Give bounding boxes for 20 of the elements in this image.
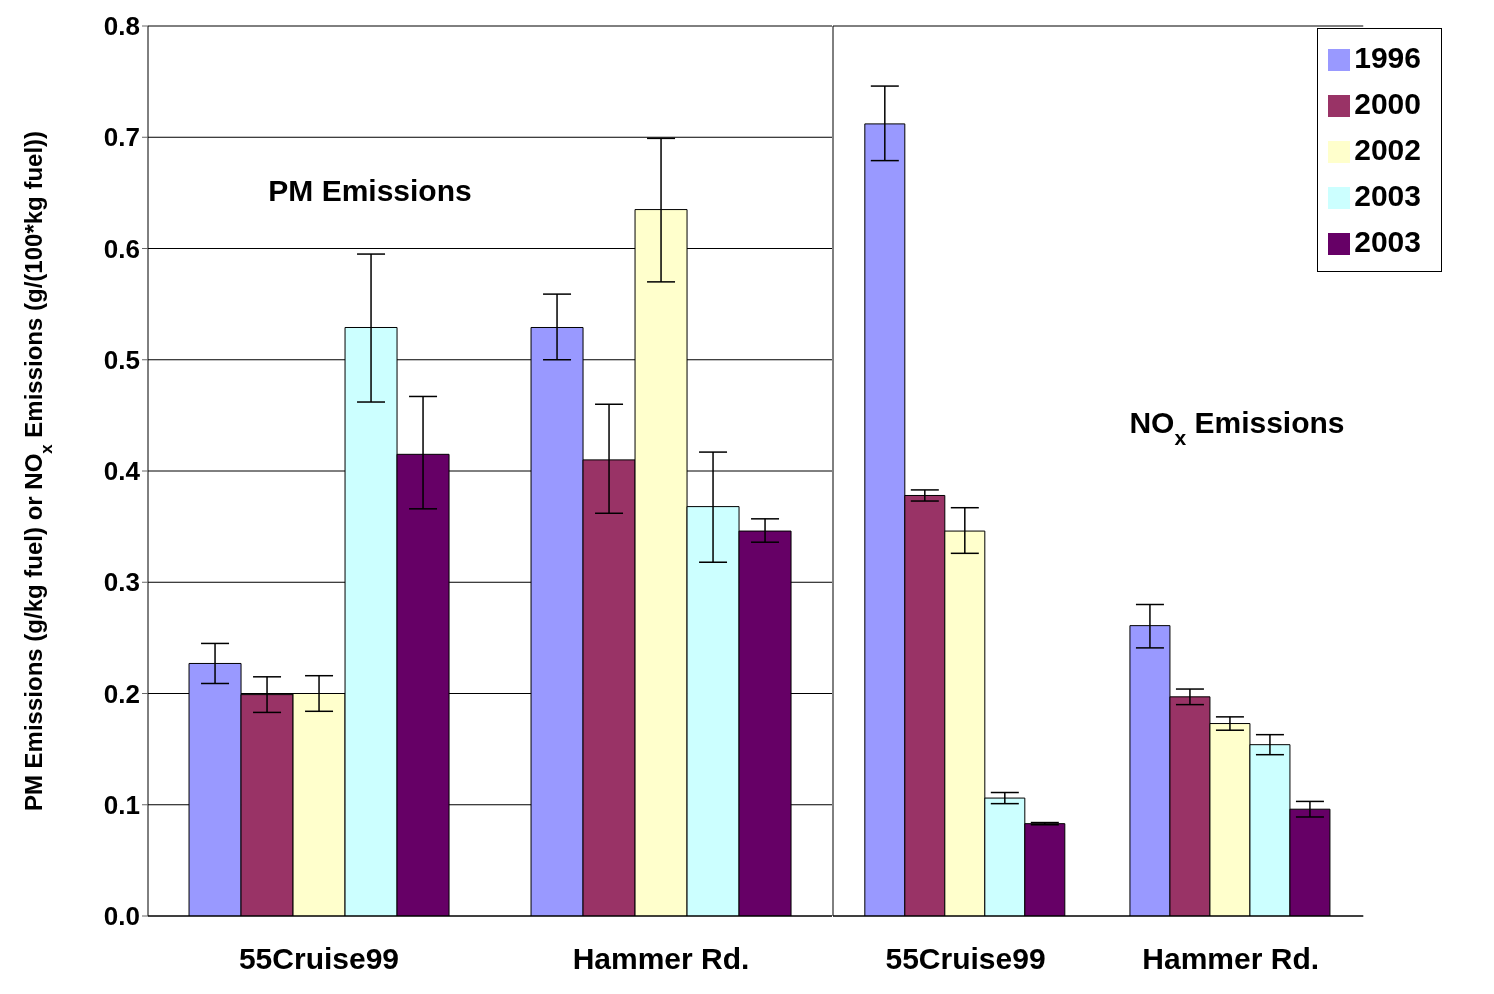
annotation: PM Emissions bbox=[268, 174, 472, 207]
y-tick-label: 0.3 bbox=[103, 567, 140, 598]
y-tick-label: 0.0 bbox=[103, 901, 140, 932]
legend-label: 2000 bbox=[1354, 87, 1421, 120]
legend-label: 2003 bbox=[1354, 225, 1421, 258]
y-tick-label: 0.6 bbox=[103, 233, 140, 264]
y-tick-label: 0.2 bbox=[103, 678, 140, 709]
x-tick-label: Hammer Rd. bbox=[1142, 942, 1320, 976]
y-tick-label: 0.1 bbox=[103, 789, 140, 820]
annotation: NO$_{x}$ Emissions bbox=[1129, 406, 1345, 449]
legend-label: 1996 bbox=[1354, 41, 1421, 74]
legend-label: 2003 bbox=[1354, 179, 1421, 212]
y-tick-label: 0.8 bbox=[103, 11, 140, 42]
y-tick-label: 0.7 bbox=[103, 122, 140, 153]
x-tick-label: 55Cruise99 bbox=[238, 942, 400, 976]
legend-label: 2002 bbox=[1354, 133, 1421, 166]
x-tick-label: 55Cruise99 bbox=[885, 942, 1046, 976]
x-tick-label: Hammer Rd. bbox=[572, 942, 750, 976]
y-tick-label: 0.4 bbox=[103, 456, 141, 487]
y-tick-label: 0.5 bbox=[103, 344, 140, 375]
